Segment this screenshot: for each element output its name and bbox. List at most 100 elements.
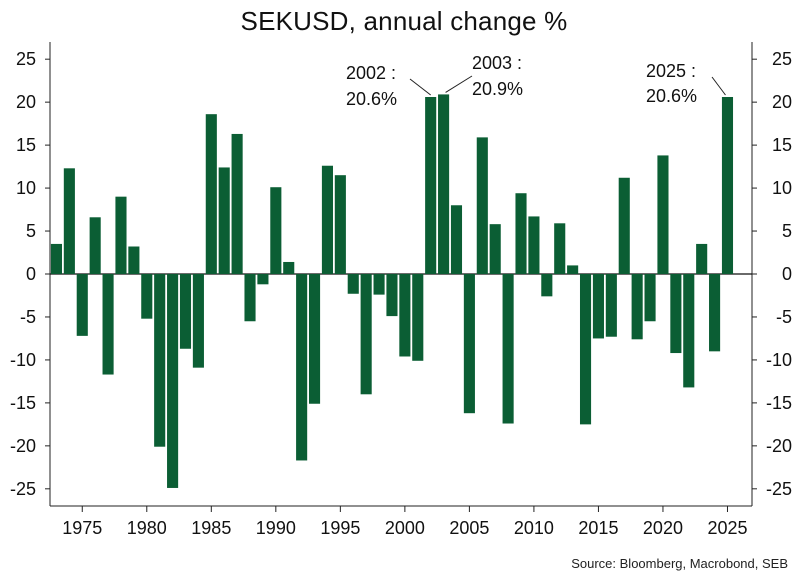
bar-1986 [218,167,230,274]
y-tick-label-left: 20 [16,92,36,112]
y-tick-label-right: 25 [772,49,792,69]
bar-1990 [270,187,282,274]
bar-2002 [425,96,437,275]
annotation-year-2025: 2025 : [646,61,696,81]
y-tick-label-right: -15 [766,393,792,413]
bar-1995 [334,175,346,274]
y-tick-label-left: -5 [20,307,36,327]
y-tick-label-left: 15 [16,135,36,155]
bar-2001 [412,274,424,361]
bar-2000 [399,274,411,357]
bar-2007 [489,224,501,274]
bar-1998 [373,274,385,295]
bar-2003 [438,94,450,274]
bar-2024 [709,274,721,352]
y-tick-label-right: -5 [776,307,792,327]
y-tick-label-right: 10 [772,178,792,198]
y-tick-label-left: -10 [10,350,36,370]
annotation-leader-2025 [711,76,726,96]
bar-2004 [450,205,463,274]
bar-1985 [205,114,217,274]
bar-1994 [321,165,333,274]
bars [50,94,734,488]
bar-2020 [657,155,669,274]
x-tick-label: 1975 [62,518,102,538]
y-tick-label-left: -25 [10,479,36,499]
y-tick-label-left: -20 [10,436,36,456]
y-tick-label-right: 5 [782,221,792,241]
x-tick-label: 2005 [449,518,489,538]
x-tick-label: 2020 [643,518,683,538]
x-tick-label: 1980 [127,518,167,538]
bar-2006 [476,137,488,274]
annotation-leader-2002 [409,78,431,96]
x-tick-label: 2015 [578,518,618,538]
bar-1999 [386,274,398,317]
bar-2017 [618,177,630,274]
x-tick-label: 1985 [191,518,231,538]
bar-1978 [115,196,127,274]
bar-1993 [308,274,321,404]
y-tick-label-right: -20 [766,436,792,456]
y-tick-label-left: 5 [26,221,36,241]
y-tick-label-right: -25 [766,479,792,499]
bar-1996 [347,274,359,294]
bar-2012 [554,223,566,274]
bar-2018 [631,274,643,340]
bar-1976 [89,217,101,274]
bar-2019 [644,274,656,322]
y-tick-label-right: 20 [772,92,792,112]
bar-1983 [179,274,192,349]
source-note: Source: Bloomberg, Macrobond, SEB [571,556,788,571]
bar-2013 [567,265,579,274]
bar-1988 [244,274,256,322]
bar-2010 [528,216,540,274]
y-tick-label-left: 25 [16,49,36,69]
bar-2025 [721,96,734,275]
bar-1991 [283,261,295,274]
bar-1989 [257,274,269,285]
bar-2015 [592,274,604,339]
chart-title: SEKUSD, annual change % [240,6,568,36]
y-tick-label-right: -10 [766,350,792,370]
bar-1980 [141,274,153,319]
y-tick-label-left: 0 [26,264,36,284]
bar-1974 [63,168,75,274]
bar-2009 [515,193,527,274]
bar-1981 [154,274,166,447]
bar-2023 [696,243,708,274]
bar-2021 [670,274,682,354]
bar-1977 [102,274,114,375]
bar-2011 [541,274,553,297]
bar-2008 [502,274,514,424]
bar-1987 [231,133,243,274]
y-tick-label-right: 0 [782,264,792,284]
x-tick-label: 1990 [256,518,296,538]
bar-2022 [683,274,695,388]
annotation-value-2003: 20.9% [472,79,523,99]
x-tick-label: 1995 [320,518,360,538]
y-tick-label-right: 15 [772,135,792,155]
bar-2016 [605,274,617,337]
x-tick-label: 2010 [514,518,554,538]
annotation-year-2003: 2003 : [472,53,522,73]
bar-1984 [192,274,204,368]
annotations: 2002 : 20.6% 2003 : 20.9% 2025 : 20.6% [346,53,726,109]
bar-2005 [463,274,475,414]
bar-1975 [76,274,88,336]
y-tick-label-left: -15 [10,393,36,413]
annotation-value-2025: 20.6% [646,86,697,106]
annotation-leader-2003 [445,75,473,93]
annotation-value-2002: 20.6% [346,89,397,109]
annotation-year-2002: 2002 : [346,63,396,83]
bar-1982 [167,274,179,488]
bar-1997 [360,274,372,395]
bar-1992 [296,274,308,461]
bar-2014 [579,274,592,425]
bar-1973 [50,243,63,274]
y-tick-label-left: 10 [16,178,36,198]
x-tick-label: 2025 [707,518,747,538]
x-tick-label: 2000 [385,518,425,538]
